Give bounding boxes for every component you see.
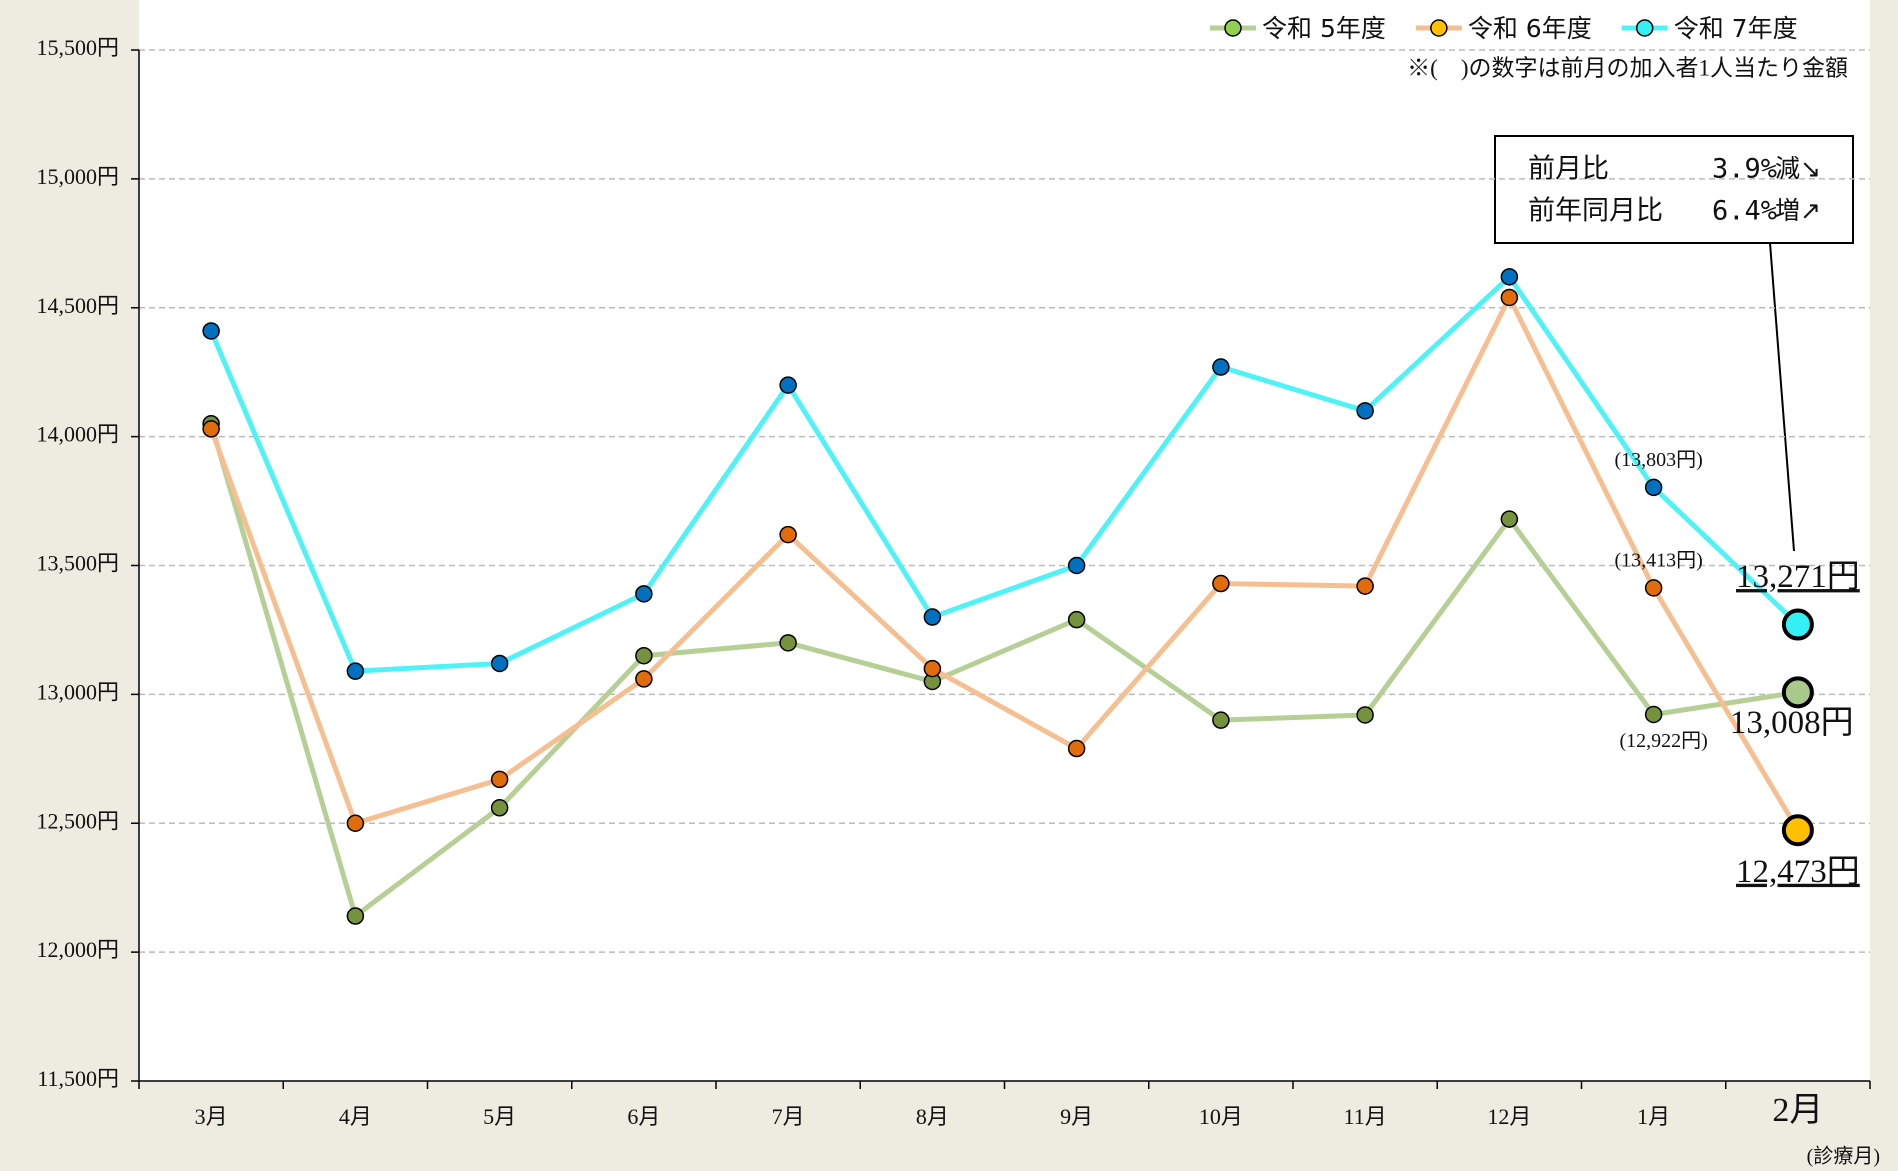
x-tick-label: 11月 (1344, 1104, 1387, 1129)
series-marker (779, 376, 797, 394)
series-marker (1067, 610, 1086, 629)
y-tick-label: 14,500円 (36, 293, 119, 318)
legend-marker (1635, 19, 1654, 37)
series-marker (635, 585, 653, 603)
legend-label: 令和 7年度 (1674, 14, 1798, 43)
x-tick-label: 8月 (916, 1104, 949, 1129)
series-marker (635, 646, 653, 665)
series-marker (1356, 577, 1374, 595)
series-marker (1067, 739, 1086, 758)
value-label: (13,803円) (1614, 449, 1702, 471)
y-tick-label: 13,500円 (36, 551, 119, 576)
series-marker (490, 654, 509, 673)
series-marker (490, 799, 509, 817)
x-tick-label: 9月 (1060, 1104, 1093, 1129)
x-axis-label: (診療月) (1807, 1145, 1880, 1168)
series-marker (202, 420, 220, 438)
series-marker (1781, 608, 1814, 641)
series-marker (1212, 711, 1230, 729)
series-marker (779, 634, 797, 652)
series-line (208, 423, 1799, 919)
legend-marker (1224, 19, 1242, 37)
series-marker (635, 670, 653, 688)
annotation-label: 前月比 (1528, 154, 1609, 185)
series-marker (1500, 288, 1519, 307)
x-tick-label: 12月 (1487, 1104, 1531, 1129)
series-marker (1781, 676, 1814, 709)
series-marker (923, 608, 942, 626)
value-label: (12,922円) (1619, 730, 1707, 752)
y-tick-label: 13,000円 (36, 679, 119, 704)
series-marker (1212, 358, 1230, 376)
series-line (208, 294, 1801, 832)
series-marker (1500, 268, 1519, 286)
series-marker (346, 907, 365, 925)
y-tick-label: 11,500円 (37, 1066, 119, 1091)
series-marker (202, 322, 220, 340)
note: ※( )の数字は前月の加入者1人当たり金額 (1407, 55, 1848, 80)
x-tick-label: 1月 (1637, 1104, 1670, 1129)
value-label: 12,473円 (1736, 854, 1860, 890)
series-marker (346, 814, 365, 832)
legend-marker (1430, 19, 1448, 37)
series-marker (346, 662, 365, 680)
series-marker (923, 659, 942, 678)
y-tick-label: 15,500円 (36, 35, 119, 60)
x-tick-label: 10月 (1199, 1104, 1243, 1129)
series-marker (1067, 556, 1086, 575)
y-tick-label: 12,500円 (36, 808, 119, 833)
annotation-change: 増↗ (1775, 196, 1821, 225)
annotation-label: 前年同月比 (1528, 196, 1663, 227)
series-marker (1644, 478, 1663, 497)
y-tick-label: 12,000円 (36, 937, 119, 962)
y-tick-label: 14,000円 (36, 422, 119, 447)
annotation-value: 6.4% (1712, 196, 1777, 227)
value-label: (13,413円) (1614, 550, 1702, 572)
series-marker (1644, 705, 1663, 724)
series-marker (779, 525, 797, 544)
x-tick-label: 5月 (483, 1104, 516, 1129)
series-marker (490, 770, 509, 789)
x-tick-label: 3月 (195, 1104, 228, 1129)
x-tick-label: 2月 (1772, 1092, 1823, 1129)
series-marker (1212, 574, 1230, 593)
series-marker (1644, 579, 1663, 597)
legend-label: 令和 6年度 (1468, 14, 1592, 43)
x-tick-label: 6月 (627, 1104, 660, 1129)
annotation-change: 減↘ (1775, 154, 1821, 183)
y-tick-label: 15,000円 (36, 164, 119, 189)
annotation-box (1494, 135, 1854, 244)
annotation-pointer (1769, 242, 1795, 552)
x-tick-label: 4月 (339, 1104, 372, 1129)
value-label: 13,271円 (1736, 559, 1860, 595)
legend-label: 令和 5年度 (1262, 14, 1386, 43)
value-label: 13,008円 (1730, 705, 1854, 741)
x-tick-label: 7月 (772, 1104, 805, 1129)
series-marker (1781, 814, 1814, 847)
series-marker (1356, 402, 1374, 420)
annotation-value: 3.9% (1712, 154, 1777, 185)
series-marker (1356, 706, 1374, 724)
series-marker (1500, 510, 1519, 528)
series-line (208, 274, 1800, 674)
